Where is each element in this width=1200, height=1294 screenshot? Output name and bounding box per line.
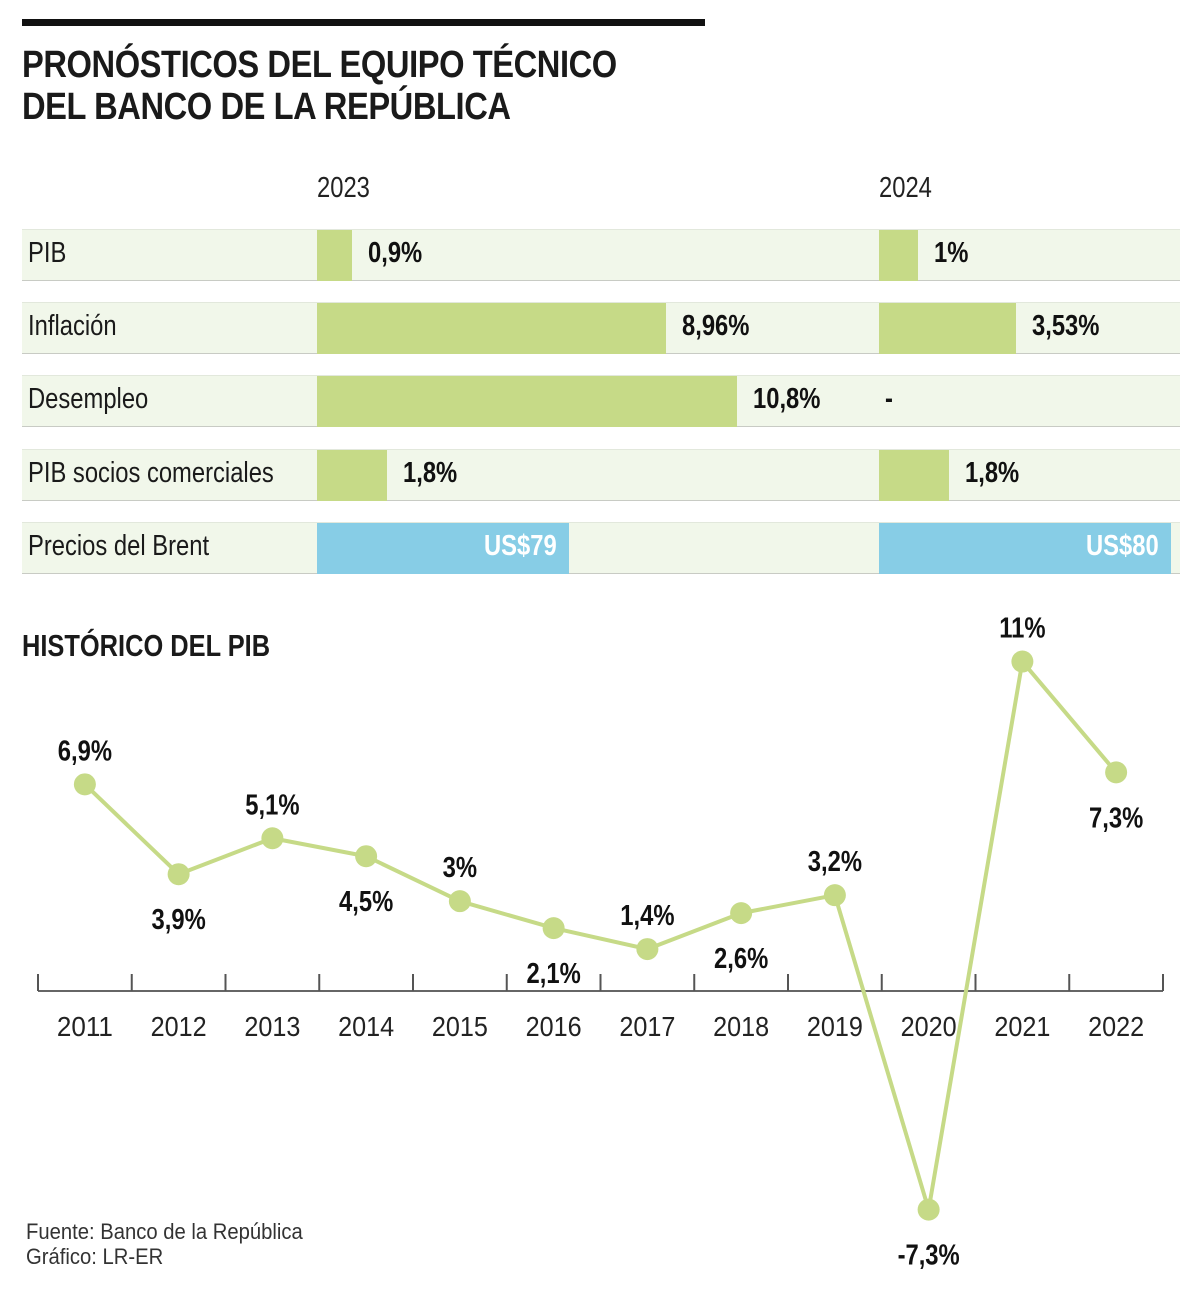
data-point (355, 845, 378, 868)
page-title: PRONÓSTICOS DEL EQUIPO TÉCNICO DEL BANCO… (22, 44, 617, 128)
bar-value-label: US$80 (1086, 530, 1159, 562)
chart-title: HISTÓRICO DEL PIB (22, 628, 271, 663)
data-point (167, 863, 190, 886)
x-tick-label: 2018 (713, 1011, 769, 1042)
value-missing: - (885, 383, 893, 415)
title-line-1: PRONÓSTICOS DEL EQUIPO TÉCNICO (22, 44, 617, 86)
series-line (83, 659, 1118, 1212)
data-point (448, 890, 471, 913)
data-label: 5,1% (245, 789, 299, 821)
bar-2024 (879, 230, 918, 281)
bar-value-label: 8,96% (681, 310, 749, 342)
bar-value-label: 1% (933, 237, 969, 269)
bar-2023 (317, 376, 738, 427)
forecast-row: Desempleo 10,8% - (22, 375, 1180, 427)
bar-2024 (879, 303, 1017, 354)
x-tick-label: 2013 (244, 1011, 300, 1042)
top-rule (22, 19, 705, 26)
year-header-2023: 2023 (317, 172, 370, 204)
data-point (261, 827, 284, 850)
data-label: 1,4% (620, 900, 674, 932)
data-point (823, 884, 846, 907)
credit-text: Gráfico: LR-ER (26, 1244, 164, 1269)
data-label: 2,1% (527, 958, 581, 990)
row-label: Desempleo (28, 383, 149, 415)
data-label: 3,9% (152, 904, 206, 936)
bar-value-label: 10,8% (753, 383, 821, 415)
forecast-row: PIB socios comerciales 1,8% 1,8% (22, 449, 1180, 501)
data-label: 11% (999, 613, 1045, 645)
row-label: PIB (28, 237, 67, 269)
data-label: 6,9% (58, 735, 112, 767)
data-point (542, 917, 565, 940)
row-label: Precios del Brent (28, 530, 210, 562)
x-tick-label: 2020 (901, 1011, 957, 1042)
x-tick-label: 2017 (619, 1011, 675, 1042)
x-tick-label: 2021 (994, 1011, 1050, 1042)
bar-2023 (317, 230, 352, 281)
data-label: 3,2% (808, 846, 862, 878)
forecast-row: Precios del Brent US$79 US$80 (22, 522, 1180, 574)
x-tick-label: 2022 (1088, 1011, 1144, 1042)
title-line-2: DEL BANCO DE LA REPÚBLICA (22, 86, 511, 128)
bar-value-label: US$79 (484, 530, 557, 562)
bar-value-label: 1,8% (965, 457, 1020, 489)
x-tick-label: 2016 (526, 1011, 582, 1042)
forecast-row: PIB 0,9% 1% (22, 229, 1180, 281)
data-label: -7,3% (898, 1240, 960, 1272)
data-point (730, 902, 753, 925)
x-tick-label: 2012 (151, 1011, 207, 1042)
data-point (917, 1198, 940, 1221)
row-label: PIB socios comerciales (28, 457, 274, 489)
data-label: 4,5% (339, 886, 393, 918)
data-label: 3% (443, 852, 478, 884)
footer: Fuente: Banco de la República Gráfico: L… (26, 1219, 303, 1269)
bar-value-label: 1,8% (403, 457, 458, 489)
bar-2024 (879, 523, 1171, 574)
bar-2023 (317, 303, 666, 354)
row-label: Inflación (28, 310, 117, 342)
bar-2024 (879, 450, 950, 501)
x-tick-label: 2015 (432, 1011, 488, 1042)
x-tick-label: 2011 (57, 1011, 113, 1042)
source-text: Fuente: Banco de la República (26, 1219, 303, 1244)
data-point (73, 773, 96, 796)
data-point (1011, 650, 1034, 673)
bar-2023 (317, 523, 569, 574)
x-tick-label: 2019 (807, 1011, 863, 1042)
data-label: 2,6% (714, 943, 768, 975)
data-point (636, 938, 659, 961)
bar-value-label: 0,9% (368, 237, 423, 269)
forecast-row: Inflación 8,96% 3,53% (22, 302, 1180, 354)
bar-2023 (317, 450, 388, 501)
data-point (1105, 761, 1128, 784)
year-header-2024: 2024 (879, 172, 932, 204)
data-label: 7,3% (1089, 802, 1143, 834)
bar-value-label: 3,53% (1032, 310, 1100, 342)
x-tick-label: 2014 (338, 1011, 394, 1042)
